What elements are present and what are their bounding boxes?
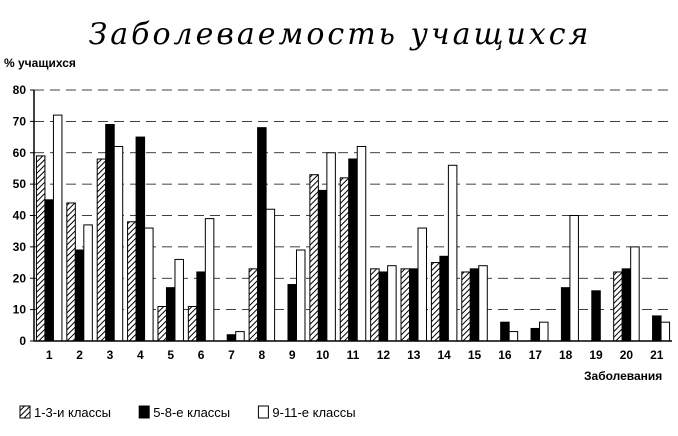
y-axis-label: % учащихся — [4, 56, 76, 70]
bar — [187, 305, 198, 342]
bar — [500, 321, 510, 342]
bar — [144, 227, 154, 342]
bar — [613, 271, 623, 342]
x-tick-label: 6 — [198, 348, 205, 362]
bar — [105, 124, 115, 342]
bar — [530, 327, 541, 342]
bar — [348, 158, 358, 342]
x-axis-label: Заболевания — [584, 369, 662, 383]
axes — [30, 89, 672, 342]
bar — [96, 158, 107, 342]
bar — [204, 218, 215, 342]
y-tick-label: 80 — [13, 83, 27, 97]
bar — [560, 287, 571, 342]
bar — [417, 227, 428, 342]
bar — [52, 114, 63, 342]
x-tick-label: 5 — [167, 348, 174, 362]
x-tick-label: 11 — [347, 348, 360, 362]
x-tick-label: 4 — [137, 348, 144, 362]
bar — [287, 284, 297, 342]
bar — [113, 145, 124, 342]
legend-label: 1-3-и классы — [34, 405, 111, 420]
bar — [44, 199, 54, 342]
bar — [174, 258, 184, 342]
bar — [35, 155, 46, 342]
bar — [660, 321, 671, 342]
bar — [569, 215, 579, 342]
bar — [400, 268, 411, 342]
bar — [295, 249, 306, 342]
bar — [508, 331, 519, 342]
bar — [630, 246, 640, 342]
y-tick-label: 70 — [13, 114, 27, 128]
bar — [265, 208, 276, 342]
y-tick-label: 10 — [13, 303, 27, 317]
legend-label: 9-11-е классы — [272, 405, 355, 420]
bar — [339, 177, 350, 342]
x-tick-label: 20 — [620, 348, 634, 362]
y-tick-label: 60 — [13, 146, 27, 160]
bar — [157, 305, 167, 342]
bar — [248, 268, 259, 342]
x-tick-label: 9 — [289, 348, 296, 362]
legend-swatch — [257, 405, 269, 419]
bar — [447, 164, 458, 342]
x-tick-label: 7 — [228, 348, 235, 362]
x-tick-label: 12 — [377, 348, 391, 362]
x-tick-label: 14 — [437, 348, 451, 362]
legend-swatch — [138, 405, 150, 419]
bar — [74, 249, 85, 342]
legend-swatch — [19, 405, 31, 419]
x-tick-label: 16 — [498, 348, 512, 362]
chart-title: Заболеваемость учащихся — [89, 17, 592, 52]
bar — [127, 221, 137, 342]
x-tick-label: 3 — [107, 348, 114, 362]
x-tick-label: 21 — [650, 348, 664, 362]
x-tick-label: 10 — [316, 348, 330, 362]
x-tick-label: 8 — [259, 348, 266, 362]
bar — [309, 174, 319, 342]
legend: 1-3-и классы 5-8-е классы 9-11-е классы — [19, 405, 356, 420]
bar — [83, 224, 93, 342]
bar — [539, 321, 549, 342]
y-tick-label: 40 — [13, 209, 27, 223]
x-tick-label: 2 — [76, 348, 83, 362]
x-tick-label: 17 — [529, 348, 543, 362]
x-tick-label: 1 — [46, 348, 53, 362]
bar — [409, 268, 419, 342]
legend-label: 5-8-е классы — [153, 405, 230, 420]
bar — [196, 271, 206, 342]
x-tick-label: 19 — [589, 348, 603, 362]
bar — [591, 290, 601, 342]
tick-labels: 1 2 3 4 5 6 7 8 9 10 11 12 13 14 15 16 17 18 19 20 210102030… — [13, 83, 664, 362]
bar — [469, 268, 480, 342]
bar — [439, 255, 449, 342]
bar — [326, 152, 336, 342]
bars — [35, 114, 671, 342]
bar — [257, 127, 267, 342]
bar — [461, 271, 471, 342]
bar — [387, 265, 397, 342]
x-tick-label: 13 — [407, 348, 421, 362]
y-tick-label: 20 — [13, 271, 27, 285]
bar — [356, 145, 367, 342]
y-tick-label: 0 — [19, 334, 26, 348]
bar — [226, 334, 237, 342]
bar — [621, 268, 632, 342]
bar — [652, 315, 662, 342]
bar — [235, 331, 245, 342]
x-tick-label: 18 — [559, 348, 573, 362]
x-tick-label: 15 — [468, 348, 482, 362]
y-tick-label: 50 — [13, 177, 27, 191]
bar — [66, 202, 76, 342]
y-tick-label: 30 — [13, 240, 27, 254]
bar — [165, 287, 176, 342]
bar — [135, 136, 146, 342]
bar — [317, 189, 328, 342]
bar — [430, 262, 441, 342]
bar — [478, 265, 488, 342]
bar — [378, 271, 389, 342]
bar — [370, 268, 380, 342]
